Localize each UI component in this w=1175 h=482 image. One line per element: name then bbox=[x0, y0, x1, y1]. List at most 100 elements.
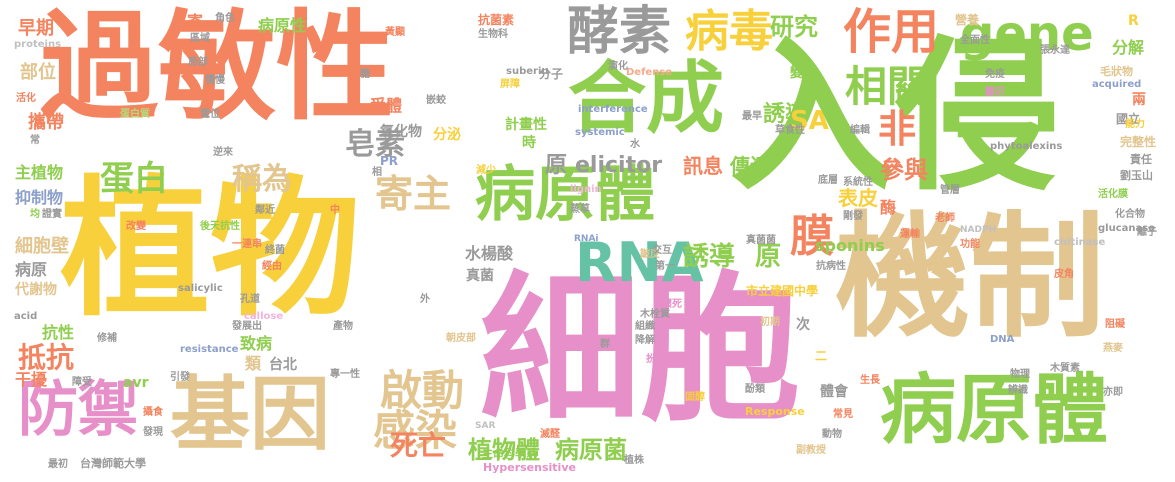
word: 分泌 bbox=[433, 127, 461, 143]
word: 啟動 bbox=[380, 366, 465, 415]
word: R bbox=[1128, 13, 1139, 29]
word: 植物體 bbox=[468, 436, 540, 464]
word: 過敏性 bbox=[40, 0, 395, 136]
word: 細胞 bbox=[480, 256, 801, 443]
word: 抗性 bbox=[42, 323, 75, 342]
word: 代謝物 bbox=[15, 282, 57, 298]
word: 原 bbox=[545, 153, 568, 178]
word: 後天抗性 bbox=[200, 221, 240, 232]
word: 外 bbox=[420, 294, 430, 305]
word: 責任 bbox=[1130, 153, 1152, 166]
word: 攝食 bbox=[143, 407, 163, 418]
word: 修補 bbox=[97, 333, 117, 344]
word: 傳遞 bbox=[730, 154, 770, 178]
word: 產物 bbox=[333, 321, 353, 332]
word: 病原性 bbox=[258, 16, 307, 35]
word: 初期 bbox=[760, 317, 780, 328]
word: 防禦 bbox=[18, 375, 138, 445]
word: 運輸 bbox=[900, 229, 920, 240]
word: 機制 bbox=[835, 199, 1105, 356]
word: 參與 bbox=[880, 156, 928, 184]
word: DNA bbox=[990, 334, 1015, 345]
word: elicitor bbox=[575, 153, 663, 178]
word: 屏障 bbox=[500, 79, 520, 90]
word: 營養 bbox=[955, 13, 980, 27]
word: suberin bbox=[506, 66, 549, 77]
word: 活化 bbox=[16, 93, 36, 104]
word: 障受 bbox=[72, 377, 92, 388]
word: 朝皮部 bbox=[446, 333, 476, 344]
word: 抵抗 bbox=[18, 341, 75, 374]
word: RNAi bbox=[574, 234, 599, 244]
word: 水 bbox=[630, 139, 640, 150]
word: 生物科 bbox=[478, 29, 508, 40]
word: 膜 bbox=[790, 211, 834, 262]
word: 動物 bbox=[822, 429, 842, 440]
word: 細胞壁 bbox=[15, 236, 69, 257]
word: salicylic bbox=[178, 283, 223, 294]
word: 電位 bbox=[200, 109, 220, 120]
word: 局部 bbox=[188, 57, 208, 68]
word: 壞死 bbox=[662, 299, 682, 310]
word: 病原菌 bbox=[555, 436, 627, 464]
word: 免疫 bbox=[985, 69, 1005, 80]
word: 慢慢 bbox=[205, 75, 225, 86]
word: resistance bbox=[180, 344, 239, 355]
word: 酵素 bbox=[567, 2, 672, 62]
word: 植株 bbox=[624, 455, 644, 466]
word: acquired bbox=[1092, 79, 1142, 90]
word: 類 bbox=[245, 354, 262, 373]
word: 基因 bbox=[170, 368, 330, 461]
word: 相關 bbox=[845, 62, 930, 111]
word: 常 bbox=[30, 135, 40, 146]
word: 分解 bbox=[1112, 38, 1145, 57]
word: 經由 bbox=[262, 261, 282, 272]
word: 系統性 bbox=[843, 177, 873, 188]
word: 體會 bbox=[820, 384, 848, 400]
word: 終菌 bbox=[265, 245, 285, 256]
word: 化合物 bbox=[1115, 209, 1145, 220]
word: 皂素 bbox=[345, 127, 405, 162]
word: 降解 bbox=[635, 335, 655, 346]
word: 交互 bbox=[652, 245, 672, 256]
word: 草食性 bbox=[775, 125, 805, 136]
word: avr bbox=[123, 375, 149, 391]
word: 兩 bbox=[1132, 92, 1146, 108]
word: 病原 bbox=[15, 260, 48, 279]
word: 發現 bbox=[143, 427, 163, 438]
word: 變化 bbox=[790, 65, 818, 81]
word: 阻礙 bbox=[1105, 319, 1125, 330]
word: 台灣師範大學 bbox=[80, 457, 146, 470]
word: lignin bbox=[570, 184, 602, 195]
word: 酚類 bbox=[745, 384, 765, 395]
word: 木質素 bbox=[1050, 363, 1080, 374]
word: 離子 bbox=[1137, 227, 1157, 238]
word: NADPH bbox=[960, 225, 997, 235]
word: 孔道 bbox=[240, 294, 260, 305]
word: 扮演 bbox=[646, 354, 666, 365]
word: systemic bbox=[575, 127, 625, 138]
word: 一連串 bbox=[232, 239, 262, 250]
word: 黃顯 bbox=[385, 27, 405, 38]
word: 改變 bbox=[126, 221, 146, 232]
word: 病原體 bbox=[475, 160, 655, 230]
word: 蒸草 bbox=[570, 204, 590, 215]
word: 剛發 bbox=[843, 211, 863, 222]
word: 抗菌素 bbox=[478, 13, 515, 27]
word: 次 bbox=[796, 317, 810, 333]
word: 演化 bbox=[608, 61, 628, 72]
word: 皮角 bbox=[1054, 269, 1074, 280]
word: 原 bbox=[755, 242, 782, 272]
word: 非 bbox=[878, 107, 917, 151]
word: 固醇 bbox=[685, 392, 705, 403]
word: 最早 bbox=[742, 111, 762, 122]
word: 區域 bbox=[190, 33, 210, 44]
word: 二 bbox=[815, 349, 828, 363]
word: 干擾 bbox=[15, 370, 48, 389]
word: 最初 bbox=[48, 459, 68, 470]
word: Defense bbox=[626, 67, 673, 78]
word: 完整性 bbox=[1120, 135, 1157, 149]
word: 攜帶 bbox=[28, 112, 64, 133]
word: 物理 bbox=[1010, 369, 1030, 380]
word: 水楊酸 bbox=[465, 244, 514, 263]
